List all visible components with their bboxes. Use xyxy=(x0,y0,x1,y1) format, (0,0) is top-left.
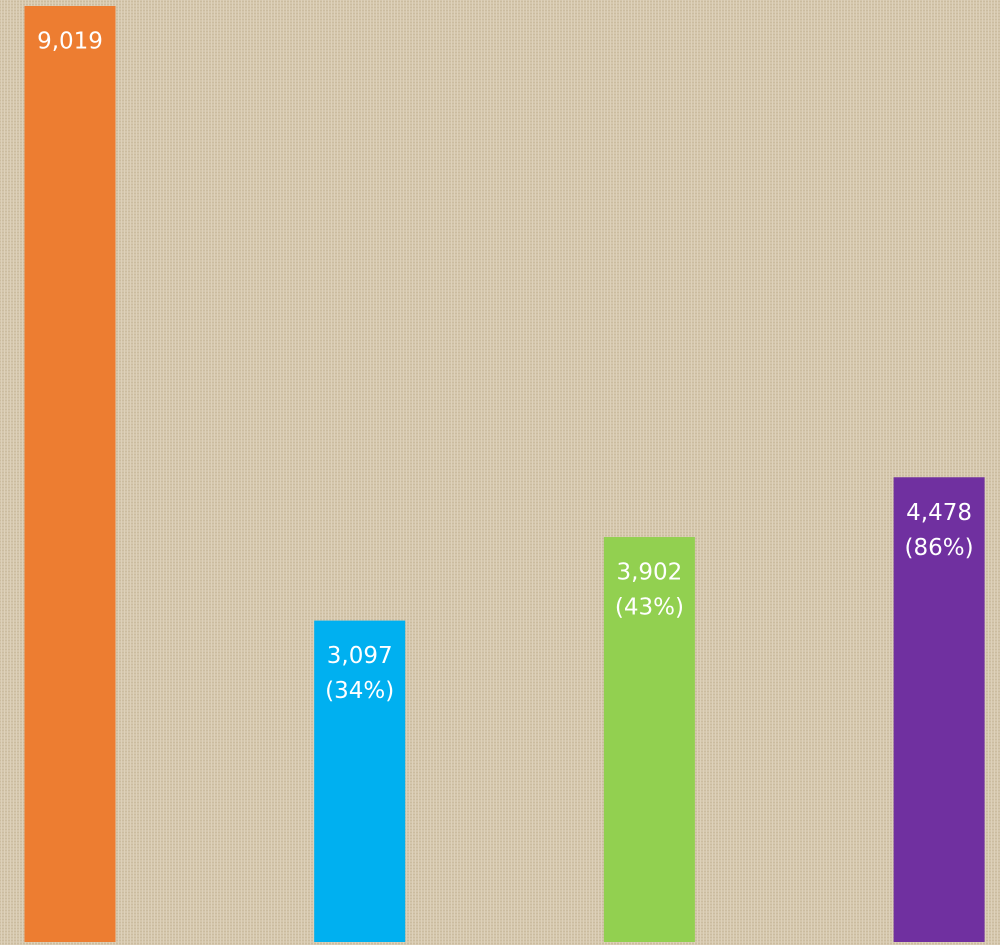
bar xyxy=(893,477,985,942)
bar xyxy=(314,620,406,942)
bar xyxy=(24,6,116,942)
value-label: 4,478 xyxy=(906,500,972,526)
bar xyxy=(603,537,695,942)
value-label: 3,097 xyxy=(327,643,393,669)
percent-label: (86%) xyxy=(905,535,974,561)
value-label: 9,019 xyxy=(37,29,103,55)
percent-label: (34%) xyxy=(325,678,394,704)
percent-label: (43%) xyxy=(615,595,684,621)
value-label: 3,902 xyxy=(616,560,682,586)
